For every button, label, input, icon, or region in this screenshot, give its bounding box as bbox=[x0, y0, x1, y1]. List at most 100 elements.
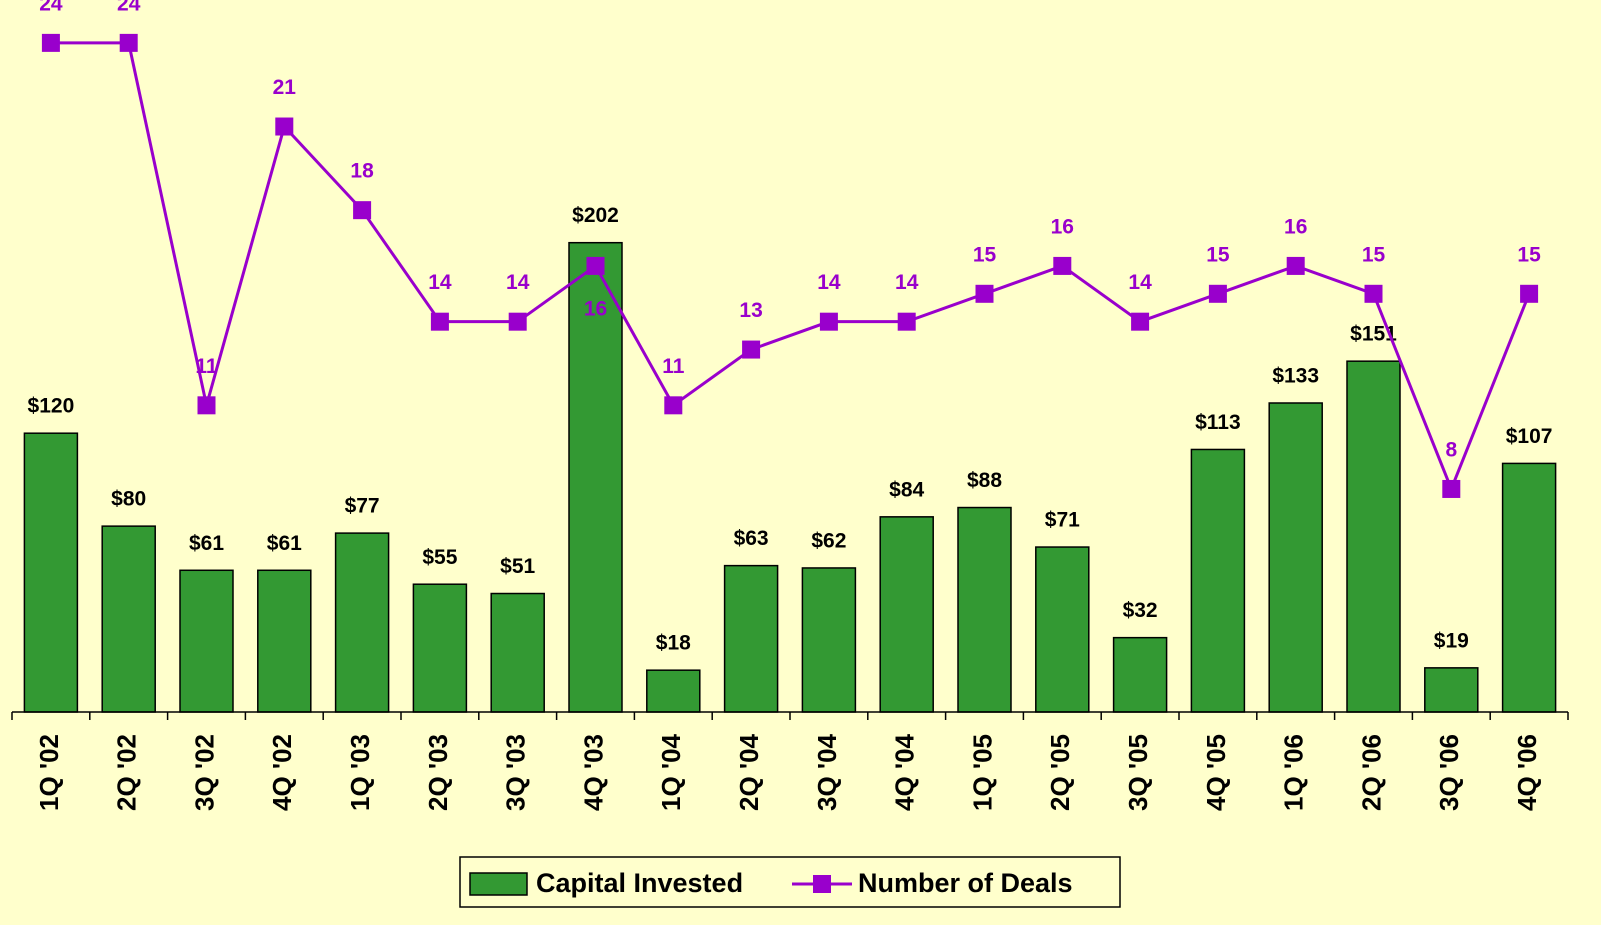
bar bbox=[1035, 546, 1090, 713]
bar-value-label: $202 bbox=[572, 204, 619, 227]
legend-label: Capital Invested bbox=[536, 868, 743, 898]
line-value-label: 8 bbox=[1445, 439, 1457, 462]
line-value-label: 15 bbox=[1362, 243, 1386, 266]
bar-value-label: $77 bbox=[345, 495, 380, 518]
bar-value-label: $88 bbox=[967, 469, 1002, 492]
line-marker bbox=[430, 312, 449, 331]
line-value-label: 15 bbox=[1206, 243, 1230, 266]
x-tick-label: 4Q '02 bbox=[267, 734, 297, 811]
bar-value-label: $71 bbox=[1045, 509, 1080, 532]
line-value-label: 24 bbox=[39, 0, 63, 15]
line-marker bbox=[1131, 312, 1150, 331]
bar-value-label: $120 bbox=[28, 395, 75, 418]
bar bbox=[257, 569, 312, 713]
x-tick-label: 1Q '03 bbox=[345, 734, 375, 811]
x-tick-label: 2Q '05 bbox=[1045, 734, 1075, 811]
line-marker bbox=[742, 340, 761, 359]
bar-value-label: $19 bbox=[1434, 629, 1469, 652]
bar-value-label: $80 bbox=[111, 488, 146, 511]
legend-box bbox=[459, 856, 1121, 908]
bar-value-label: $62 bbox=[811, 530, 846, 553]
line-marker bbox=[275, 117, 294, 136]
line-marker bbox=[1364, 284, 1383, 303]
legend-label: Number of Deals bbox=[858, 868, 1073, 898]
bar-value-label: $113 bbox=[1195, 411, 1241, 434]
bar-value-label: $51 bbox=[500, 555, 535, 578]
x-tick-label: 3Q '03 bbox=[501, 734, 531, 811]
line-value-label: 16 bbox=[584, 297, 607, 320]
x-tick-label: 4Q '05 bbox=[1201, 734, 1231, 811]
bar bbox=[101, 525, 156, 713]
x-tick-label: 2Q '04 bbox=[734, 733, 764, 811]
line-marker bbox=[1208, 284, 1227, 303]
x-tick-label: 3Q '04 bbox=[812, 733, 842, 811]
line-value-label: 16 bbox=[1284, 215, 1307, 238]
bar-value-label: $63 bbox=[734, 527, 769, 550]
legend-marker bbox=[813, 875, 831, 893]
line-marker bbox=[975, 284, 994, 303]
line-marker bbox=[1053, 256, 1072, 275]
bar-value-label: $55 bbox=[422, 546, 457, 569]
line-marker bbox=[664, 396, 683, 415]
x-tick-label: 2Q '06 bbox=[1356, 734, 1386, 811]
x-tick-label: 2Q '03 bbox=[423, 734, 453, 811]
x-tick-label: 3Q '06 bbox=[1434, 734, 1464, 811]
bar bbox=[1190, 448, 1246, 713]
line-value-label: 11 bbox=[195, 355, 218, 378]
bar bbox=[646, 669, 701, 713]
line-value-label: 15 bbox=[973, 243, 997, 266]
line-value-label: 15 bbox=[1517, 243, 1541, 266]
line-marker bbox=[1520, 284, 1539, 303]
x-tick-label: 3Q '05 bbox=[1123, 734, 1153, 811]
bar-value-label: $133 bbox=[1272, 365, 1319, 388]
bar bbox=[412, 583, 468, 713]
bar-value-label: $151 bbox=[1350, 323, 1397, 346]
bar bbox=[723, 564, 779, 713]
line-marker bbox=[586, 256, 605, 275]
x-tick-label: 1Q '02 bbox=[34, 734, 64, 811]
bar bbox=[179, 569, 234, 713]
bar bbox=[957, 506, 1012, 713]
line-value-label: 16 bbox=[1051, 215, 1074, 238]
bar-value-label: $107 bbox=[1506, 425, 1553, 448]
line-marker bbox=[41, 33, 60, 52]
line-value-label: 21 bbox=[273, 76, 297, 99]
bar-value-label: $61 bbox=[267, 532, 302, 555]
line-value-label: 14 bbox=[817, 271, 841, 294]
x-tick-label: 1Q '06 bbox=[1279, 734, 1309, 811]
line-value-label: 24 bbox=[117, 0, 141, 15]
line-marker bbox=[353, 201, 372, 220]
bar bbox=[1501, 462, 1557, 713]
line-value-label: 14 bbox=[428, 271, 452, 294]
bar-value-label: $61 bbox=[189, 532, 224, 555]
x-tick-label: 4Q '06 bbox=[1512, 734, 1542, 811]
bar bbox=[1346, 360, 1401, 713]
x-tick-label: 2Q '02 bbox=[112, 734, 142, 811]
bar bbox=[1424, 667, 1479, 713]
x-tick-label: 4Q '04 bbox=[890, 733, 920, 811]
line-value-label: 13 bbox=[739, 299, 762, 322]
line-marker bbox=[819, 312, 838, 331]
line bbox=[50, 41, 1531, 494]
bar bbox=[1112, 636, 1168, 713]
line-value-label: 14 bbox=[895, 271, 919, 294]
bar bbox=[23, 432, 79, 713]
line-marker bbox=[1286, 256, 1305, 275]
bar bbox=[334, 532, 390, 713]
bar bbox=[490, 592, 545, 713]
bar-value-label: $32 bbox=[1123, 599, 1158, 622]
bar bbox=[801, 567, 857, 713]
line-marker bbox=[197, 396, 216, 415]
line-marker bbox=[1442, 479, 1461, 498]
line-value-label: 11 bbox=[662, 355, 685, 378]
bar bbox=[879, 516, 934, 713]
line-marker bbox=[897, 312, 916, 331]
bar-value-label: $18 bbox=[656, 632, 691, 655]
line-value-label: 14 bbox=[506, 271, 530, 294]
x-tick-label: 3Q '02 bbox=[189, 734, 219, 811]
line-value-label: 18 bbox=[350, 160, 374, 183]
x-tick-label: 1Q '04 bbox=[656, 733, 686, 811]
x-tick-label: 1Q '05 bbox=[967, 734, 997, 811]
